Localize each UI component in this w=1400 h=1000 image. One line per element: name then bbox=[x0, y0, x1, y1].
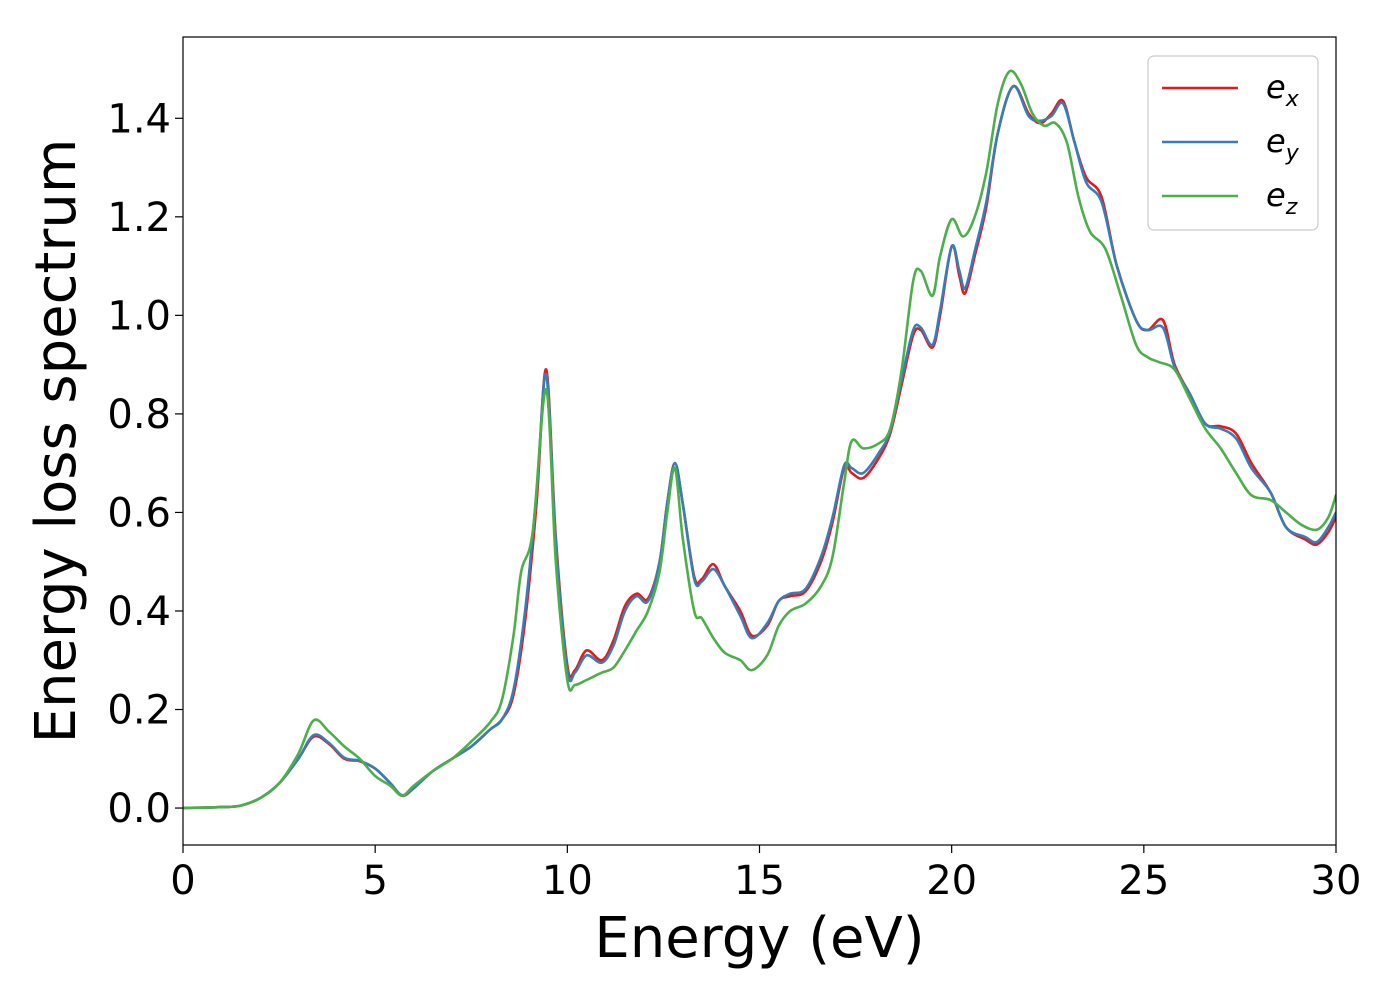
x-axis: 0 5 10 15 20 25 30 bbox=[170, 845, 1361, 904]
legend-label-e-y: ey bbox=[1266, 122, 1300, 166]
x-tick-label: 15 bbox=[734, 858, 785, 904]
x-tick-label: 25 bbox=[1118, 858, 1169, 904]
y-tick-label: 1.2 bbox=[107, 195, 171, 241]
legend-label-subscript: x bbox=[1285, 87, 1300, 112]
x-tick-label: 10 bbox=[542, 858, 593, 904]
legend-label-e-x: ex bbox=[1266, 68, 1300, 112]
y-tick-label: 1.0 bbox=[107, 293, 171, 339]
y-tick-label: 0.8 bbox=[107, 392, 171, 438]
y-tick-label: 0.6 bbox=[107, 490, 171, 536]
y-tick-label: 0.2 bbox=[107, 688, 171, 734]
x-tick-label: 20 bbox=[926, 858, 977, 904]
x-tick-label: 30 bbox=[1311, 858, 1362, 904]
plot-area bbox=[182, 36, 1337, 846]
series-line-e-z bbox=[183, 69, 1336, 810]
y-tick-label: 0.4 bbox=[107, 589, 171, 635]
series-layer bbox=[183, 69, 1336, 810]
legend-label-e-z: ez bbox=[1266, 176, 1298, 220]
legend-label-subscript: z bbox=[1285, 195, 1298, 220]
legend-label-base: e bbox=[1266, 68, 1286, 106]
legend-label-subscript: y bbox=[1285, 141, 1300, 166]
legend-label-base: e bbox=[1266, 176, 1286, 214]
x-axis-title: Energy (eV) bbox=[594, 906, 924, 971]
y-tick-label: 1.4 bbox=[107, 96, 171, 142]
legend-label-base: e bbox=[1266, 122, 1286, 160]
y-axis: 0.0 0.2 0.4 0.6 0.8 1.0 1.2 1.4 bbox=[107, 96, 183, 832]
x-tick-label: 5 bbox=[362, 858, 387, 904]
y-tick-label: 0.0 bbox=[107, 786, 171, 832]
y-axis-title: Energy loss spectrum bbox=[24, 139, 89, 744]
x-tick-label: 0 bbox=[170, 858, 195, 904]
